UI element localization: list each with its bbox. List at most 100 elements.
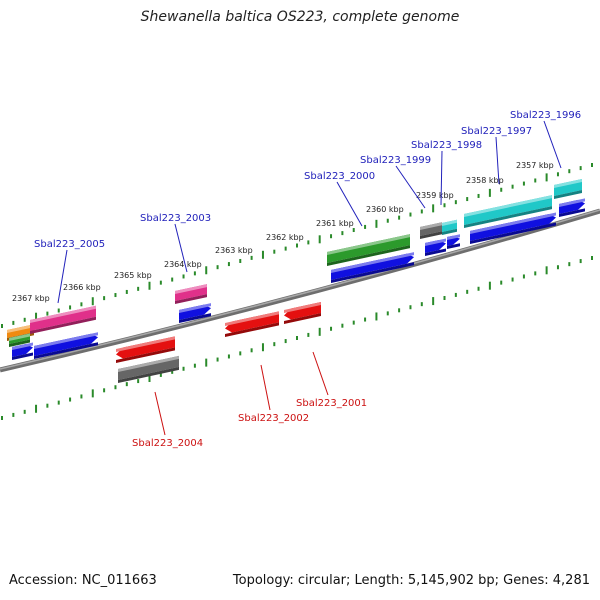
cds-1996	[559, 198, 585, 217]
feature-sbal223-2002-shadow	[225, 322, 279, 337]
feature-sbal223-2005	[30, 305, 96, 334]
feature-green-small-shadow	[9, 339, 30, 347]
feature-sbal223-2003	[175, 284, 207, 304]
feature-sbal223-2004b-highlight	[118, 355, 179, 372]
tick-label-2361-kbp: 2361 kbp	[316, 219, 354, 228]
cds-2005b-shadow	[34, 342, 98, 359]
cds-1999-shadow	[425, 248, 446, 256]
feature-sbal223-2004a	[116, 336, 175, 363]
feature-sbal223-1997-highlight	[464, 195, 552, 217]
cds-2000	[331, 252, 414, 283]
genome-backbone	[0, 208, 600, 373]
cds-1997	[470, 212, 556, 244]
gene-label-sbal223-2000: Sbal223_2000	[304, 171, 375, 182]
gene-label-sbal223-1998: Sbal223_1998	[411, 140, 482, 151]
cds-2000-shadow	[331, 262, 414, 283]
gene-label-sbal223-1996: Sbal223_1996	[510, 110, 581, 121]
feature-sbal223-2000	[327, 234, 410, 266]
genome-backbone-highlight	[0, 209, 600, 370]
leader-line-sbal223-2002	[260, 364, 271, 411]
feature-sbal223-2000-shadow	[327, 245, 410, 266]
cds-1998	[447, 234, 460, 249]
feature-sbal223-1998-highlight	[442, 219, 457, 226]
feature-sbal223-2005-highlight	[30, 305, 96, 323]
feature-sbal223-2004a-highlight	[116, 336, 175, 352]
feature-sbal223-2002	[225, 311, 279, 337]
feature-sbal223-2005-shadow	[30, 316, 96, 334]
feature-sbal223-1999-highlight	[420, 222, 442, 230]
cds-2005a-highlight	[12, 342, 33, 350]
cds-1997-body	[470, 214, 556, 241]
cds-1998-highlight	[447, 234, 460, 240]
gene-label-sbal223-2005: Sbal223_2005	[34, 239, 105, 250]
accession-text: Accession: NC_011663	[9, 573, 157, 588]
cds-1996-highlight	[559, 198, 585, 207]
cds-2003	[179, 303, 211, 323]
feature-sbal223-2001	[284, 302, 321, 324]
gene-label-sbal223-2001: Sbal223_2001	[296, 398, 367, 409]
feature-sbal223-1999-shadow	[420, 231, 442, 239]
cds-1997-shadow	[470, 222, 556, 244]
feature-sbal223-2003-highlight	[175, 284, 207, 294]
leader-line-sbal223-2000	[336, 181, 363, 227]
cds-2000-body	[331, 253, 414, 280]
leader-line-sbal223-1997	[495, 136, 500, 185]
feature-orange-highlight	[7, 324, 34, 333]
tick-label-2359-kbp: 2359 kbp	[416, 191, 454, 200]
cds-1999-highlight	[425, 238, 446, 246]
leader-line-sbal223-2001	[312, 351, 329, 396]
feature-sbal223-1996-highlight	[554, 178, 582, 188]
feature-sbal223-1997-shadow	[464, 206, 552, 228]
feature-sbal223-2004b-shadow	[118, 366, 179, 383]
tick-label-2362-kbp: 2362 kbp	[266, 233, 304, 242]
tick-label-2364-kbp: 2364 kbp	[164, 260, 202, 269]
tick-label-2358-kbp: 2358 kbp	[466, 176, 504, 185]
feature-green-small	[9, 333, 30, 347]
cds-1999	[425, 238, 446, 256]
feature-sbal223-2002-highlight	[225, 311, 279, 326]
cds-1997-highlight	[470, 212, 556, 234]
leader-line-sbal223-1999	[395, 165, 426, 209]
cds-2005b-highlight	[34, 332, 98, 349]
tick-label-2365-kbp: 2365 kbp	[114, 271, 152, 280]
genome-summary-text: Topology: circular; Length: 5,145,902 bp…	[232, 573, 590, 588]
cds-2005a	[12, 342, 33, 360]
tick-label-2363-kbp: 2363 kbp	[215, 246, 253, 255]
cds-2003-highlight	[179, 303, 211, 313]
cds-2005b	[34, 332, 98, 359]
feature-sbal223-1998	[442, 219, 457, 235]
cds-2000-highlight	[331, 252, 414, 273]
gene-label-sbal223-2002: Sbal223_2002	[238, 413, 309, 424]
gene-label-sbal223-1997: Sbal223_1997	[461, 126, 532, 137]
leader-line-sbal223-2005	[57, 249, 68, 304]
tick-label-2357-kbp: 2357 kbp	[516, 161, 554, 170]
gene-label-sbal223-1999: Sbal223_1999	[360, 155, 431, 166]
cds-2005a-shadow	[12, 352, 33, 360]
feature-sbal223-1996	[554, 178, 582, 199]
cds-1998-shadow	[447, 243, 460, 249]
cds-2003-shadow	[179, 313, 211, 323]
cds-2005b-body	[34, 333, 98, 356]
cds-1996-shadow	[559, 208, 585, 217]
feature-sbal223-2001-shadow	[284, 313, 321, 324]
leader-line-sbal223-2003	[174, 223, 188, 273]
genome-title: Shewanella baltica OS223, complete genom…	[140, 9, 460, 25]
leader-line-sbal223-1998	[440, 150, 443, 206]
feature-sbal223-2001-highlight	[284, 302, 321, 313]
gene-label-sbal223-2004: Sbal223_2004	[132, 438, 203, 449]
leader-line-sbal223-1996	[543, 120, 562, 169]
feature-sbal223-1998-shadow	[442, 228, 457, 235]
feature-sbal223-2004b	[118, 355, 179, 383]
leader-line-sbal223-2004	[154, 391, 166, 436]
tick-label-2360-kbp: 2360 kbp	[366, 205, 404, 214]
feature-sbal223-1996-shadow	[554, 189, 582, 199]
gene-label-sbal223-2003: Sbal223_2003	[140, 213, 211, 224]
tick-label-2367-kbp: 2367 kbp	[12, 294, 50, 303]
feature-sbal223-1997	[464, 195, 552, 228]
feature-sbal223-2000-highlight	[327, 234, 410, 255]
feature-green-small-highlight	[9, 333, 30, 341]
feature-sbal223-2003-shadow	[175, 294, 207, 304]
feature-sbal223-1999	[420, 222, 442, 239]
feature-sbal223-2004a-shadow	[116, 347, 175, 363]
